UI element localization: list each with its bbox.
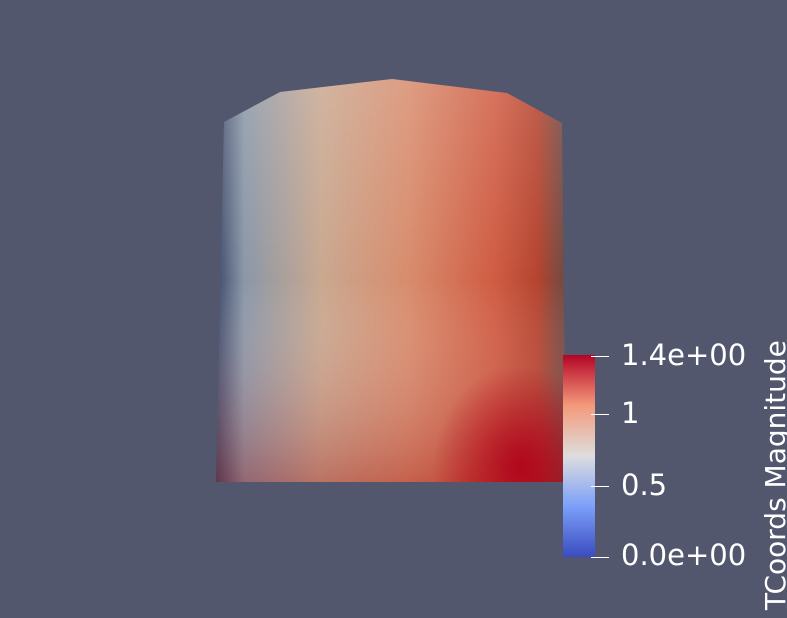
colorbar-label-max: 1.4e+00 (621, 338, 747, 372)
colorbar-label-0-5: 0.5 (621, 468, 668, 502)
colorbar-tick-max (591, 356, 609, 357)
colorbar-tick-1 (591, 414, 609, 415)
colorbar-gradient (563, 355, 595, 557)
colorbar-tick-0-5 (591, 486, 609, 487)
colorbar-label-1: 1 (621, 396, 640, 430)
colorbar (563, 355, 595, 557)
colorbar-tick-min (591, 557, 609, 558)
colorbar-title: TCoords Magnitude (759, 340, 787, 610)
colorbar-label-min: 0.0e+00 (621, 538, 747, 572)
